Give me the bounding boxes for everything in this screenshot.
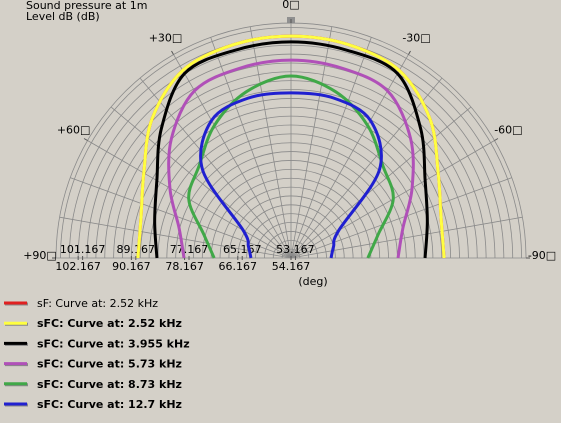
x-tick-label: +60□ xyxy=(57,124,91,137)
x-tick xyxy=(171,50,174,55)
x-tick-label: +30□ xyxy=(149,32,183,45)
r-tick-label: 101.167 xyxy=(60,243,106,256)
x-tick-label: 0□ xyxy=(282,0,299,11)
x-tick xyxy=(408,50,411,55)
legend-label: sFC: Curve at: 5.73 kHz xyxy=(37,358,182,371)
curve xyxy=(153,40,429,259)
spoke xyxy=(290,37,372,259)
x-tick-label: -60□ xyxy=(494,124,522,137)
r-tick-label: 77.167 xyxy=(170,243,209,256)
legend-label: sFC: Curve at: 12.7 kHz xyxy=(37,398,182,411)
y-axis-label: Level dB (dB) xyxy=(26,10,100,23)
curve xyxy=(136,34,446,259)
spoke xyxy=(139,77,292,259)
x-axis-label: (deg) xyxy=(298,275,327,288)
x-tick xyxy=(83,138,88,141)
outer-ring xyxy=(55,22,527,259)
r-tick-label: 78.167 xyxy=(165,260,204,273)
spoke xyxy=(290,177,512,259)
legend-label: sFC: Curve at: 3.955 kHz xyxy=(37,337,190,350)
chart-title: Sound pressure at 1m xyxy=(26,0,147,12)
legend-label: sF: Curve at: 2.52 kHz xyxy=(37,297,158,310)
x-tick-label: -90□ xyxy=(528,249,556,262)
spoke xyxy=(290,54,409,259)
curve xyxy=(187,74,395,259)
r-tick-label: 65.167 xyxy=(223,243,262,256)
spoke xyxy=(290,216,523,259)
curve xyxy=(199,91,383,259)
r-tick-label: 66.167 xyxy=(219,260,258,273)
legend-label: sFC: Curve at: 8.73 kHz xyxy=(37,378,182,391)
r-tick-label: 90.167 xyxy=(112,260,151,273)
r-tick-label: 54.167 xyxy=(272,260,311,273)
curve xyxy=(167,58,415,259)
spoke xyxy=(70,177,292,259)
x-tick-label: -30□ xyxy=(402,32,430,45)
spoke xyxy=(210,37,292,259)
r-tick-label: 102.167 xyxy=(55,260,101,273)
x-tick xyxy=(494,138,499,141)
legend-label: sFC: Curve at: 2.52 kHz xyxy=(37,317,182,330)
spoke xyxy=(110,106,292,259)
r-tick-label: 89.167 xyxy=(117,243,156,256)
spoke xyxy=(290,106,472,259)
spoke xyxy=(59,216,292,259)
spoke xyxy=(173,54,292,259)
r-tick-label: 53.167 xyxy=(276,243,315,256)
x-tick-label: +90□ xyxy=(23,249,57,262)
spoke xyxy=(290,77,443,259)
